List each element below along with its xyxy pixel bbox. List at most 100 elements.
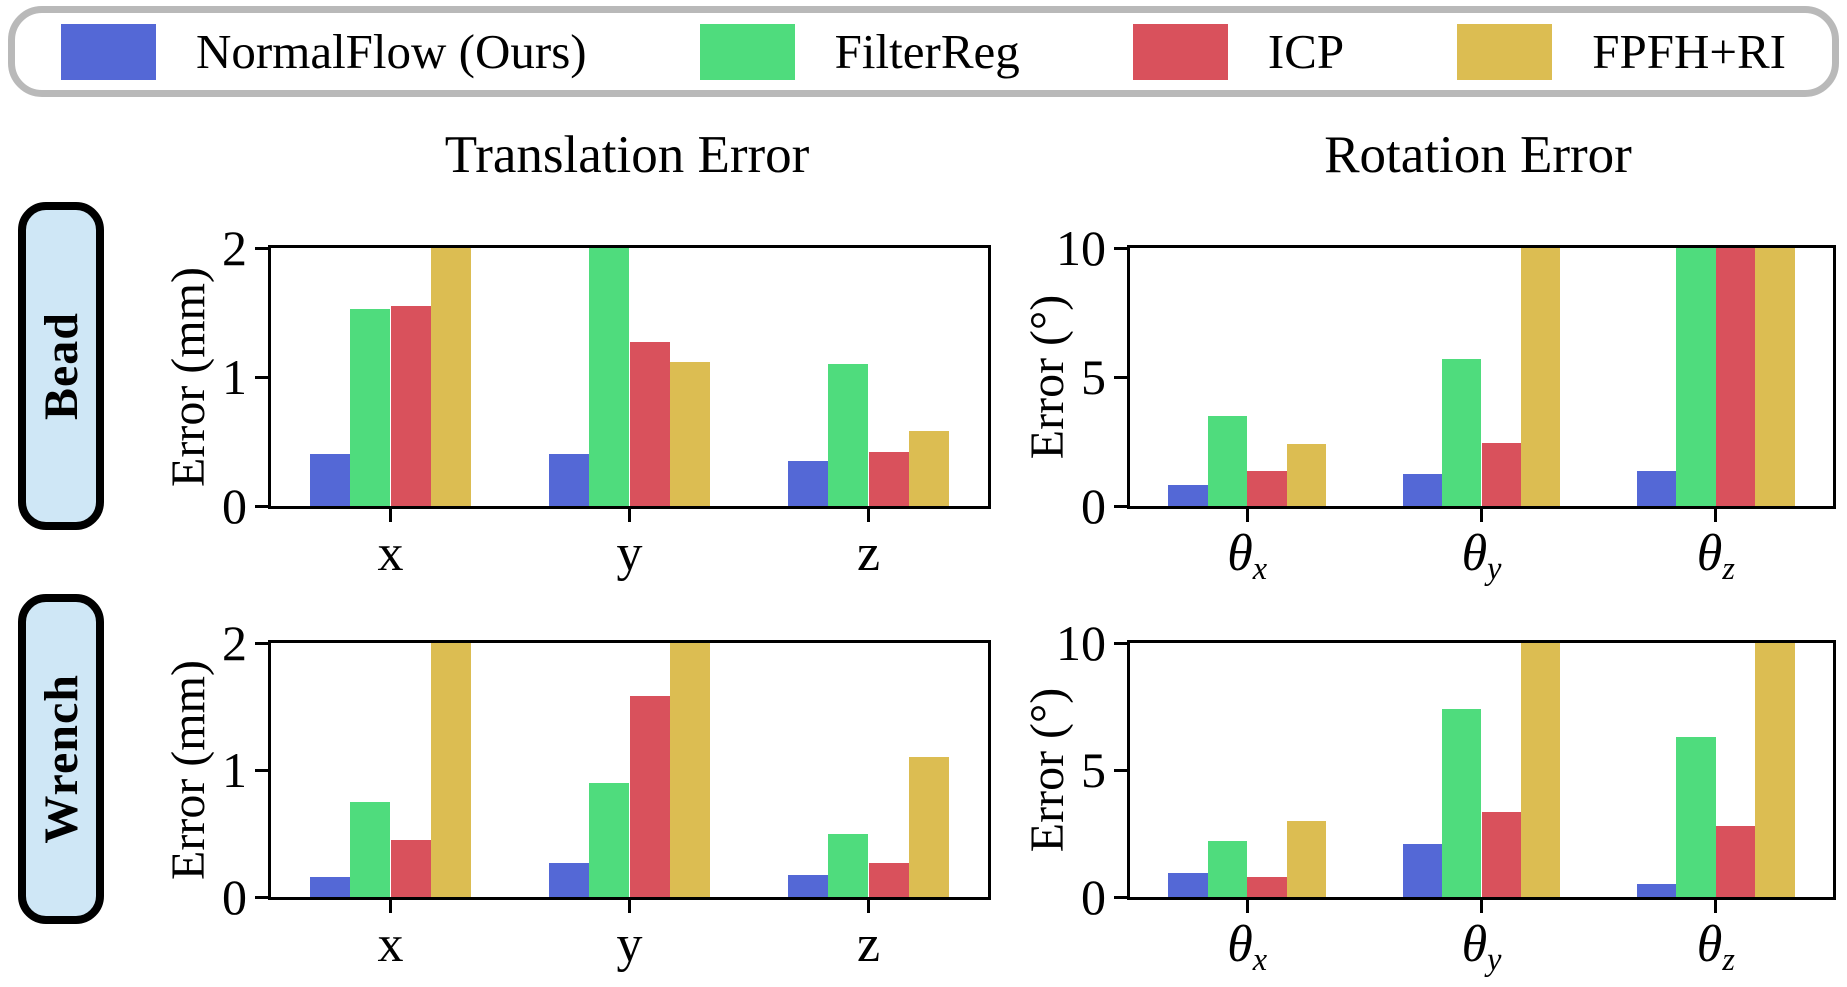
row-label-wrench-text: Wrench xyxy=(34,674,88,844)
y-tick-label: 10 xyxy=(1056,615,1106,671)
bar-filterreg-x xyxy=(350,801,391,897)
y-tick-mark xyxy=(255,246,268,250)
y-axis-label: Error (°) xyxy=(1021,294,1074,460)
y-tick-label: 0 xyxy=(222,869,247,925)
x-tick-mark xyxy=(1245,509,1249,522)
chart-bead-translation: 0 1 2 x y z Error (mm) xyxy=(162,223,991,580)
bar-filterreg-θz xyxy=(1676,248,1716,506)
bar-icp-θz xyxy=(1715,248,1756,506)
legend-label: NormalFlow (Ours) xyxy=(196,24,587,79)
y-tick-mark xyxy=(255,768,268,772)
bar-filterreg-x xyxy=(350,308,391,506)
y-tick-label: 5 xyxy=(1081,349,1106,405)
y-tick-label: 2 xyxy=(222,220,247,276)
bar-icp-θx xyxy=(1247,471,1287,506)
bar-normalflow-ours-θy xyxy=(1402,843,1443,897)
bar-fpfh-ri-y xyxy=(669,361,710,506)
legend-item-icp: ICP xyxy=(1132,23,1344,80)
bar-fpfh-ri-θx xyxy=(1286,444,1326,506)
bar-fpfh-ri-z xyxy=(908,431,949,506)
y-tick-mark xyxy=(255,375,268,379)
y-tick-mark xyxy=(255,504,268,508)
bar-fpfh-ri-x xyxy=(430,248,471,506)
bar-normalflow-ours-y xyxy=(549,454,590,506)
bar-icp-θy xyxy=(1481,442,1521,506)
bar-fpfh-ri-θz xyxy=(1755,643,1795,897)
column-title-rotation-error: Rotation Error xyxy=(1324,126,1632,184)
bar-filterreg-θy xyxy=(1442,358,1482,506)
legend-swatch-normalflow xyxy=(61,23,156,80)
x-tick-label-θz: θz xyxy=(1696,916,1735,978)
legend-swatch-filterreg xyxy=(699,23,795,80)
x-tick-label-θx: θx xyxy=(1227,916,1268,978)
y-tick-mark xyxy=(1114,246,1127,250)
y-axis-label: Error (mm) xyxy=(162,267,215,487)
bar-icp-y xyxy=(629,696,670,897)
bar-icp-y xyxy=(629,342,670,506)
x-tick-label-z: z xyxy=(856,525,881,582)
x-tick-mark xyxy=(389,900,392,913)
legend-item-filterreg: FilterReg xyxy=(699,23,1020,80)
bar-normalflow-ours-θy xyxy=(1402,473,1443,506)
bar-fpfh-ri-x xyxy=(430,643,471,897)
bar-filterreg-z xyxy=(828,833,869,897)
y-tick-label: 0 xyxy=(1081,869,1106,925)
bar-fpfh-ri-y xyxy=(669,643,710,897)
chart-wrench-translation: 0 1 2 x y z Error (mm) xyxy=(162,618,991,971)
bar-normalflow-ours-z xyxy=(788,460,829,506)
column-title-translation-error: Translation Error xyxy=(444,126,810,184)
x-tick-mark xyxy=(867,900,870,913)
row-label-bead: Bead xyxy=(18,202,104,530)
x-tick-label-x: x xyxy=(377,916,404,973)
bar-filterreg-θz xyxy=(1676,736,1716,897)
y-tick-label: 2 xyxy=(222,615,247,671)
x-tick-mark xyxy=(1714,900,1718,913)
legend-label: FPFH+RI xyxy=(1592,24,1786,79)
x-tick-label-θx: θx xyxy=(1227,525,1268,587)
x-tick-mark xyxy=(1480,509,1483,522)
bar-filterreg-y xyxy=(589,782,630,897)
row-label-wrench: Wrench xyxy=(18,594,104,924)
legend-swatch-fpfhri xyxy=(1457,23,1553,80)
legend-swatch-icp xyxy=(1132,23,1228,80)
chart-wrench-rotation: 0 5 10 θx θy θz Error (°) xyxy=(1021,618,1836,975)
bar-icp-θx xyxy=(1247,876,1287,897)
y-tick-mark xyxy=(1114,375,1127,379)
y-tick-mark xyxy=(255,895,268,899)
x-tick-label-y: y xyxy=(616,525,643,582)
bar-normalflow-ours-θz xyxy=(1637,884,1677,897)
bar-icp-θy xyxy=(1481,811,1521,897)
x-tick-mark xyxy=(628,900,631,913)
row-label-bead-text: Bead xyxy=(34,311,88,420)
x-tick-mark xyxy=(1714,509,1718,522)
bar-fpfh-ri-θy xyxy=(1520,248,1561,506)
bar-icp-z xyxy=(868,862,909,897)
bar-filterreg-θx xyxy=(1207,841,1248,897)
bar-normalflow-ours-x xyxy=(310,454,351,506)
bar-normalflow-ours-θx xyxy=(1168,485,1208,506)
y-tick-label: 1 xyxy=(222,742,247,798)
bar-filterreg-y xyxy=(589,248,630,506)
x-tick-label-y: y xyxy=(616,916,643,973)
chart-bead-rotation: 0 5 10 θx θy θz Error (°) xyxy=(1021,223,1836,584)
x-tick-mark xyxy=(867,509,870,522)
bar-icp-x xyxy=(390,306,431,506)
y-axis-label: Error (mm) xyxy=(162,660,215,880)
x-tick-label-θy: θy xyxy=(1461,916,1502,978)
x-tick-mark xyxy=(389,509,392,522)
y-tick-mark xyxy=(1114,895,1127,899)
bar-normalflow-ours-z xyxy=(788,875,829,897)
y-tick-mark xyxy=(1114,641,1127,645)
x-tick-label-θy: θy xyxy=(1461,525,1502,587)
y-tick-label: 5 xyxy=(1081,742,1106,798)
bar-filterreg-θy xyxy=(1442,709,1482,897)
bar-normalflow-ours-x xyxy=(310,876,351,897)
x-tick-label-x: x xyxy=(377,525,404,582)
x-tick-mark xyxy=(1480,900,1483,913)
legend-label: FilterReg xyxy=(834,24,1020,79)
x-tick-label-θz: θz xyxy=(1696,525,1735,587)
x-tick-label-z: z xyxy=(856,916,881,973)
y-tick-mark xyxy=(1114,504,1127,508)
legend-item-normalflow: NormalFlow (Ours) xyxy=(61,23,587,80)
